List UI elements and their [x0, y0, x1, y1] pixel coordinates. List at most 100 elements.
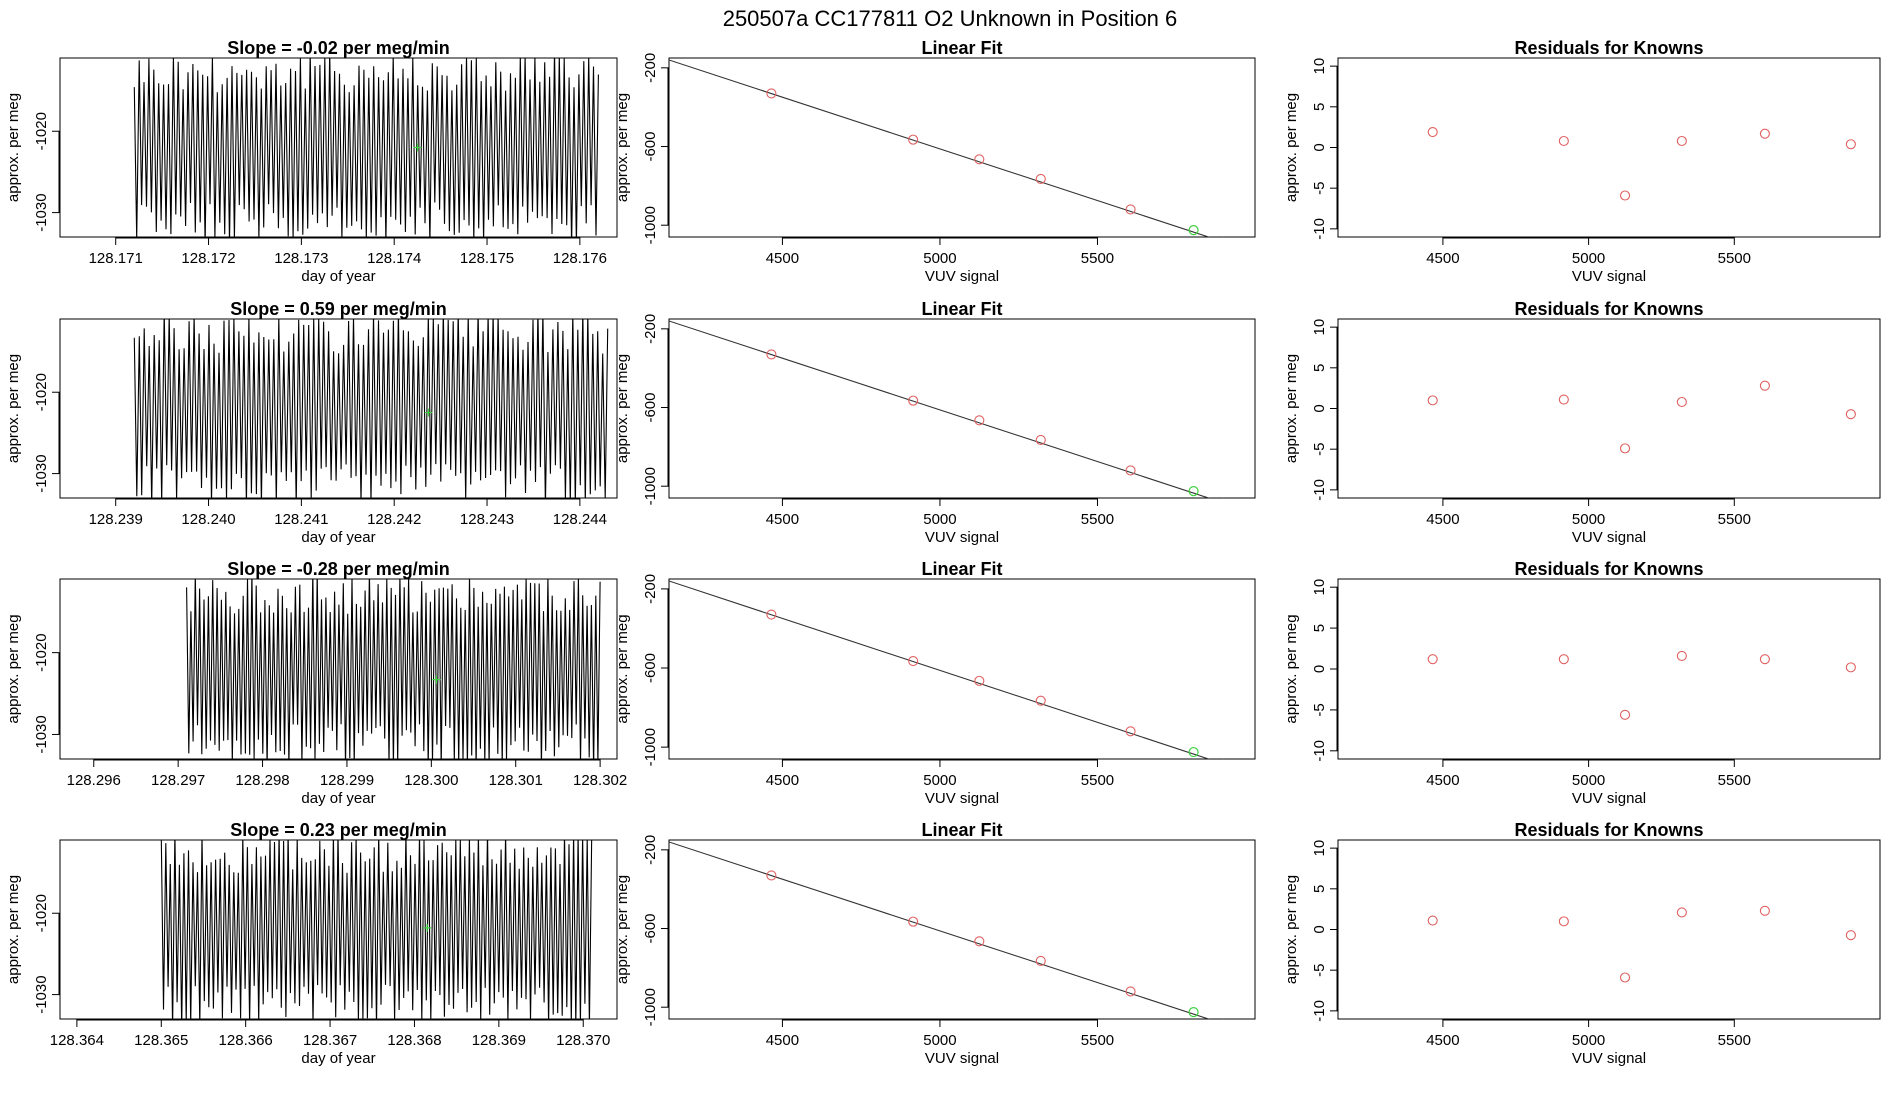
y-tick-label: 10	[1311, 319, 1328, 336]
panel-linear-fit-row-1: Linear Fit 4500 5000 5500 VUV signal -1000 -60…	[614, 38, 1256, 285]
residual-point	[1427, 126, 1438, 138]
residual-point	[1676, 135, 1687, 147]
x-axis-label: VUV signal	[1572, 1050, 1646, 1067]
y-axis-label: approx. per meg	[5, 614, 22, 723]
y-tick-label: -1020	[33, 894, 50, 932]
fit-line	[669, 580, 1211, 759]
x-tick-label: 128.296	[67, 772, 121, 789]
x-tick-label: 5500	[1718, 1032, 1751, 1049]
x-tick-label: 5000	[923, 511, 956, 528]
x-tick-label: 128.299	[320, 772, 374, 789]
plot-frame	[668, 578, 1256, 760]
panel-residuals-row-2: Residuals for Knowns 4500 5000 5500 VUV sign…	[1283, 299, 1881, 546]
y-axis: -1000 -600 -200	[642, 314, 669, 505]
x-tick-label: 4500	[1426, 250, 1459, 267]
x-axis: 4500 5000 5500	[1426, 759, 1751, 789]
x-tick-label: 4500	[766, 1032, 799, 1049]
signal-trace	[186, 579, 601, 759]
residual-point	[1619, 443, 1631, 454]
y-tick-label: -5	[1311, 182, 1328, 195]
x-axis: 128.364 128.365 128.366 128.367 128.368 128.3…	[50, 1019, 610, 1049]
y-tick-label: -10	[1311, 218, 1328, 240]
x-tick-label: 5500	[1718, 772, 1751, 789]
plot-frame	[1337, 839, 1881, 1020]
y-tick-label: -5	[1311, 964, 1328, 977]
residual-point	[1427, 915, 1438, 926]
residual-point	[1558, 654, 1569, 665]
y-tick-label: -1020	[33, 373, 50, 411]
y-tick-label: 0	[1311, 404, 1328, 412]
unknown-marker	[423, 923, 432, 932]
known-point	[908, 395, 919, 406]
residual-point	[1845, 930, 1856, 941]
known-point	[1035, 955, 1046, 967]
plot-area	[160, 840, 593, 1019]
panel-title: Linear Fit	[921, 820, 1002, 840]
plot-frame	[59, 318, 618, 499]
known-point	[974, 415, 985, 426]
x-tick-label: 5000	[923, 772, 956, 789]
y-axis: -10 -5 0 5 10	[1311, 579, 1338, 762]
x-tick-label: 128.300	[404, 772, 458, 789]
fit-line	[669, 320, 1211, 498]
y-tick-label: -10	[1311, 740, 1328, 762]
residual-point	[1619, 972, 1631, 983]
residual-point	[1676, 907, 1687, 918]
unknown-point	[1188, 486, 1199, 497]
residual-point	[1759, 380, 1770, 391]
y-axis: -1030 -1020	[33, 633, 60, 754]
panel-linear-fit-row-4: Linear Fit 4500 5000 5500 VUV signal -1000 -60…	[614, 820, 1256, 1067]
signal-trace	[160, 840, 593, 1019]
y-tick-label: -600	[642, 653, 659, 683]
y-tick-label: -1030	[33, 454, 50, 492]
x-tick-label: 128.172	[181, 250, 235, 267]
x-tick-label: 5000	[1572, 511, 1605, 528]
y-tick-label: 10	[1311, 579, 1328, 596]
panel-title: Residuals for Knowns	[1514, 820, 1703, 840]
x-tick-label: 128.298	[235, 772, 289, 789]
residual-point	[1619, 190, 1631, 201]
y-axis-label: approx. per meg	[1283, 875, 1300, 984]
x-axis-label: day of year	[301, 790, 375, 807]
x-axis-label: day of year	[301, 529, 375, 546]
y-axis-label: approx. per meg	[5, 93, 22, 202]
x-axis: 4500 5000 5500	[766, 759, 1114, 789]
x-tick-label: 5000	[923, 1032, 956, 1049]
plot-area	[669, 320, 1225, 498]
x-tick-label: 5000	[1572, 772, 1605, 789]
residual-point	[1427, 395, 1438, 406]
known-point	[1035, 695, 1046, 706]
x-tick-label: 5000	[1572, 1032, 1605, 1049]
x-tick-label: 5500	[1718, 511, 1751, 528]
y-tick-label: 5	[1311, 885, 1328, 893]
known-point	[1125, 204, 1136, 215]
x-axis-label: VUV signal	[925, 790, 999, 807]
y-tick-label: -600	[642, 914, 659, 944]
x-tick-label: 128.369	[472, 1032, 526, 1049]
y-tick-label: -200	[642, 835, 659, 865]
x-axis-label: VUV signal	[925, 529, 999, 546]
y-tick-label: 5	[1311, 103, 1328, 111]
plot-frame	[668, 318, 1256, 499]
x-tick-label: 128.241	[274, 511, 328, 528]
residual-point	[1845, 662, 1856, 673]
residual-point	[1845, 139, 1856, 150]
residual-point	[1619, 709, 1631, 720]
panel-residuals-row-4: Residuals for Knowns 4500 5000 5500 VUV sign…	[1283, 820, 1881, 1067]
y-axis-label: approx. per meg	[1283, 354, 1300, 463]
y-tick-label: -1000	[642, 728, 659, 766]
y-tick-label: 10	[1311, 840, 1328, 857]
x-tick-label: 4500	[1426, 1032, 1459, 1049]
x-tick-label: 128.302	[573, 772, 627, 789]
x-tick-label: 128.366	[219, 1032, 273, 1049]
plot-area	[133, 58, 599, 237]
panel-title: Slope = -0.02 per meg/min	[227, 38, 450, 58]
x-tick-label: 4500	[1426, 772, 1459, 789]
y-axis: -1000 -600 -200	[642, 574, 669, 766]
y-tick-label: -10	[1311, 1000, 1328, 1022]
unknown-marker	[413, 143, 422, 152]
x-tick-label: 128.301	[489, 772, 543, 789]
